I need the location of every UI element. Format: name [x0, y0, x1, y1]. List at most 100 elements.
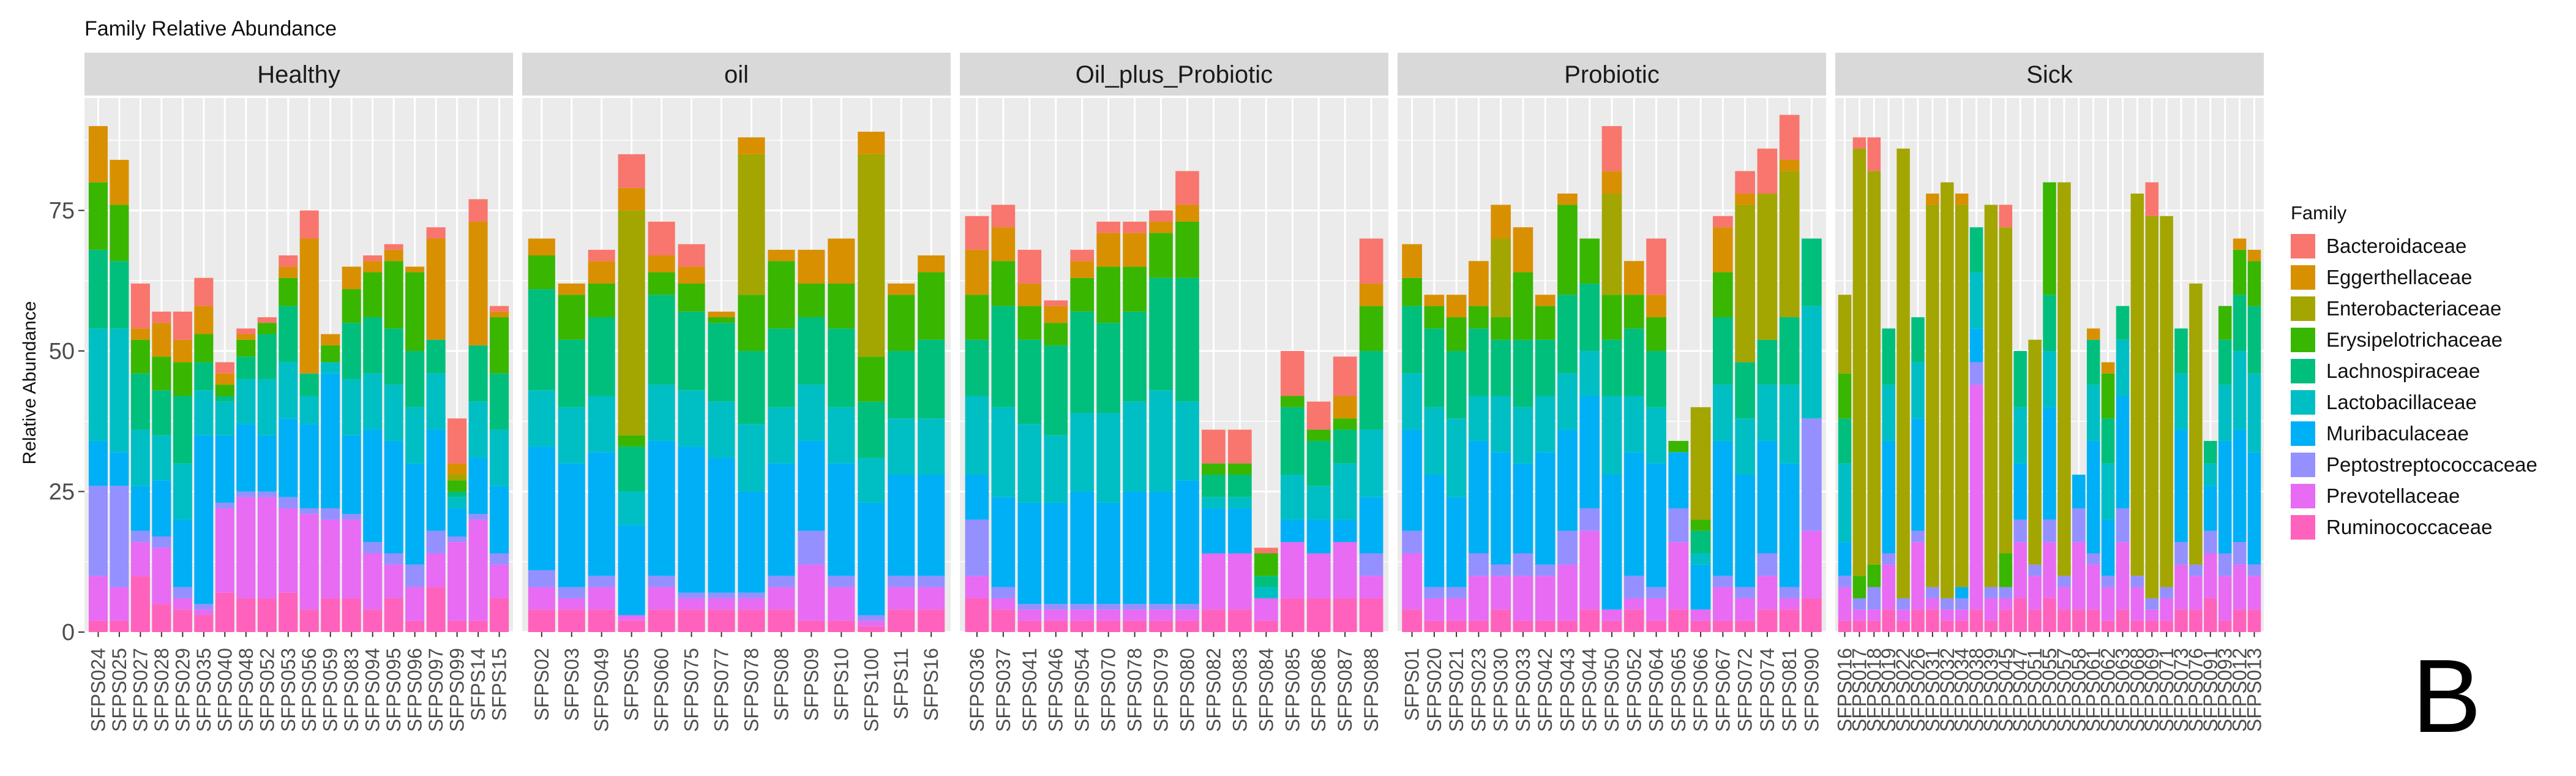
bar-segment: [2247, 249, 2261, 262]
bar-segment: [2204, 553, 2217, 598]
bar-segment: [1096, 221, 1120, 233]
facet-strip-label: Healthy: [257, 61, 340, 88]
bar-segment: [1202, 497, 1226, 509]
bar-segment: [1254, 598, 1278, 621]
bar-segment: [384, 328, 403, 385]
bar-segment: [1535, 564, 1556, 576]
bar-segment: [1838, 295, 1852, 374]
bar-segment: [1999, 609, 2013, 632]
bar-segment: [648, 587, 675, 610]
bar-segment: [1882, 328, 1895, 385]
bar-segment: [708, 401, 735, 458]
bar-segment: [1926, 194, 1939, 205]
bar-segment: [2043, 295, 2056, 352]
bar-segment: [828, 587, 855, 621]
bar-segment: [236, 356, 256, 379]
bar-segment: [173, 396, 192, 464]
x-tick-label: SFPS091: [2200, 648, 2222, 732]
bar-segment: [279, 362, 298, 419]
bar-segment: [321, 334, 340, 345]
bar-segment: [1867, 171, 1881, 565]
bar-segment: [1070, 491, 1095, 605]
bar-segment: [1838, 463, 1852, 543]
bar-segment: [1852, 598, 1866, 610]
x-tick-label: SFPS039: [1980, 648, 2002, 732]
bar-segment: [1149, 210, 1173, 222]
bar-segment: [1646, 587, 1666, 598]
bar-segment: [2218, 339, 2232, 385]
bar-segment: [991, 205, 1016, 228]
bar-segment: [768, 587, 795, 610]
panel-background: [522, 98, 951, 632]
bar-segment: [1690, 530, 1711, 554]
bar-segment: [888, 295, 915, 352]
bar-segment: [2233, 249, 2247, 295]
bar-segment: [1017, 604, 1042, 610]
bar-segment: [1280, 598, 1305, 632]
bar-segment: [194, 609, 214, 616]
x-tick-label: SFPS045: [1994, 648, 2016, 732]
bar-segment: [1969, 609, 1983, 632]
bar-segment: [2174, 564, 2188, 610]
bar-segment: [1802, 598, 1822, 632]
y-tick-label: 50: [49, 339, 75, 364]
x-tick-label: SFPS079: [1150, 648, 1172, 732]
bar-segment: [447, 474, 467, 481]
bar-segment: [528, 570, 555, 587]
bar-segment: [2043, 407, 2056, 520]
bar-segment: [678, 390, 705, 447]
bar-segment: [1469, 306, 1489, 329]
legend-label: Muribaculaceae: [2326, 422, 2469, 445]
x-tick-label: SFPS058: [2068, 648, 2090, 732]
bar-segment: [88, 440, 108, 486]
bar-segment: [1446, 587, 1467, 598]
bar-segment: [1469, 328, 1489, 396]
bar-segment: [384, 553, 403, 565]
bar-segment: [1646, 238, 1666, 295]
bar-segment: [965, 519, 989, 576]
bar-segment: [965, 474, 989, 520]
bar-segment: [1838, 620, 1852, 632]
bar-segment: [1402, 306, 1422, 374]
x-tick-label: SFPS056: [298, 648, 320, 732]
bar-segment: [468, 345, 488, 402]
bar-segment: [648, 272, 675, 295]
bar-segment: [1333, 598, 1357, 632]
bar-segment: [2233, 238, 2247, 250]
bar-segment: [1424, 328, 1445, 407]
x-tick-label: SFPS05: [621, 648, 643, 721]
bar-segment: [1882, 609, 1895, 632]
bar-segment: [342, 323, 361, 379]
bar-segment: [1513, 272, 1533, 340]
bar-segment: [918, 272, 945, 340]
bar-segment: [1838, 576, 1852, 587]
bar-segment: [1306, 429, 1331, 441]
x-tick-label: SFPS012: [2229, 648, 2251, 732]
bar-segment: [1017, 283, 1042, 306]
bar-segment: [1513, 576, 1533, 621]
bar-segment: [1149, 604, 1173, 610]
bar-segment: [2028, 564, 2042, 576]
bar-segment: [1096, 604, 1120, 610]
bar-segment: [991, 598, 1016, 610]
bar-segment: [490, 486, 509, 554]
bar-segment: [1228, 553, 1252, 610]
bar-segment: [342, 289, 361, 323]
bar-segment: [858, 626, 885, 632]
bar-segment: [588, 452, 615, 576]
bar-segment: [1882, 564, 1895, 610]
bar-segment: [1096, 620, 1120, 632]
bar-segment: [1867, 587, 1881, 610]
x-tick-label: SFPS059: [320, 648, 342, 732]
bar-segment: [1044, 620, 1068, 632]
x-tick-label: SFPS15: [489, 648, 511, 721]
bar-segment: [1867, 137, 1881, 171]
bar-segment: [1175, 620, 1199, 632]
bar-segment: [1044, 502, 1068, 605]
bar-segment: [2043, 542, 2056, 598]
x-tick-label: SFPS029: [171, 648, 193, 732]
bar-segment: [798, 283, 825, 317]
bar-segment: [2174, 429, 2188, 543]
bar-segment: [1149, 390, 1173, 492]
bar-segment: [1941, 620, 1954, 632]
